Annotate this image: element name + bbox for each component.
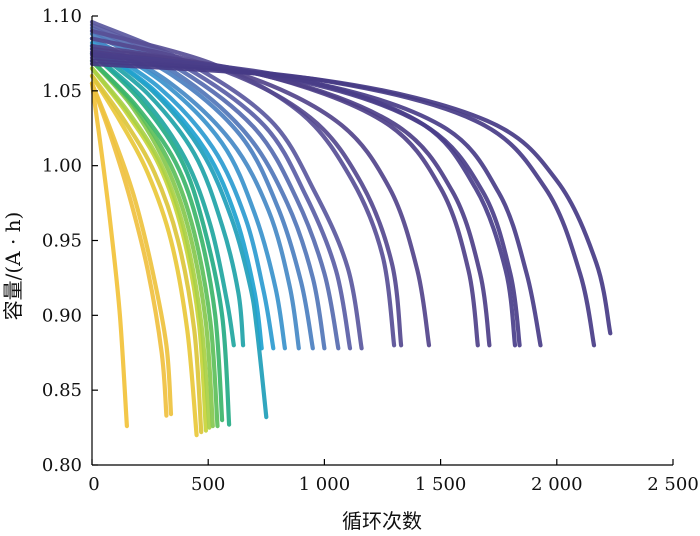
series-line-33 (89, 61, 613, 336)
series-line-12 (89, 51, 236, 348)
x-tick-label: 2 000 (531, 474, 583, 495)
x-tick-label: 1 000 (299, 474, 351, 495)
series-line-24 (89, 28, 397, 348)
series-line-17 (89, 36, 287, 351)
x-axis-title: 循环次数 (342, 509, 422, 533)
series-line-16 (89, 40, 276, 351)
ticks-group: 0 500 1 000 1 500 2 000 2 500 0.80 0.85 0.90 0.95… (42, 6, 699, 495)
series-group (89, 19, 613, 438)
series-line-1 (89, 81, 129, 429)
series-line-15 (89, 43, 264, 351)
y-tick-label: 1.05 (42, 81, 82, 102)
series-line-3 (89, 81, 174, 417)
series-line-11 (89, 51, 232, 427)
y-tick-label: 0.85 (42, 380, 82, 401)
series-line-10 (89, 58, 225, 423)
y-tick-label: 0.95 (42, 231, 82, 252)
y-axis-title: 容量/(A · h) (1, 212, 25, 321)
series-line-5 (89, 73, 204, 435)
x-tick-label: 2 500 (647, 474, 699, 495)
series-line-18 (89, 36, 301, 351)
series-line-13 (89, 46, 246, 348)
y-tick-label: 1.00 (42, 156, 82, 177)
x-tick-label: 500 (191, 474, 225, 495)
x-tick-label: 0 (88, 474, 99, 495)
y-tick-label: 1.10 (42, 6, 82, 27)
series-line-2 (89, 81, 169, 418)
x-tick-label: 1 500 (415, 474, 467, 495)
y-tick-label: 0.80 (42, 455, 82, 476)
series-line-4 (89, 73, 199, 438)
y-tick-label: 0.90 (42, 305, 82, 326)
series-line-7 (89, 66, 212, 430)
